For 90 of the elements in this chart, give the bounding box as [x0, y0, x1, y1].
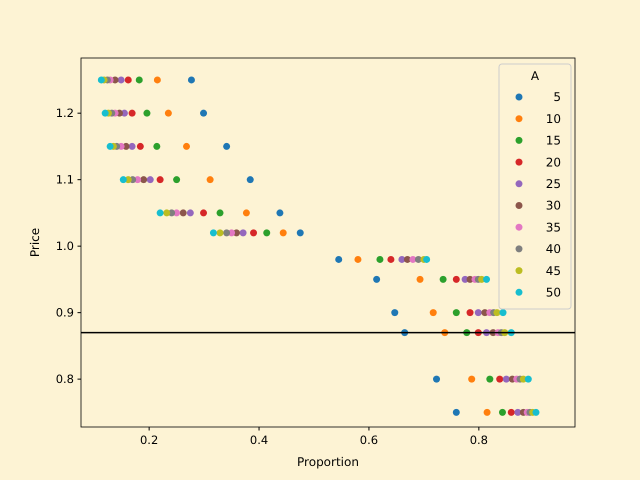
point [452, 309, 460, 316]
point [250, 229, 258, 236]
point [164, 110, 172, 117]
point [128, 142, 136, 150]
legend-label: 10 [546, 112, 561, 126]
x-tick-label: 0.8 [470, 433, 488, 447]
y-tick-label: 0.9 [56, 306, 74, 320]
point [296, 229, 304, 236]
point [154, 76, 161, 84]
point [263, 229, 270, 236]
point [216, 229, 224, 236]
point [484, 408, 491, 416]
x-tick-label: 0.6 [360, 433, 378, 447]
point [143, 110, 150, 117]
point [502, 376, 510, 383]
point [246, 176, 254, 184]
point [188, 76, 195, 84]
point [433, 376, 440, 383]
x-tick-label: 0.4 [250, 433, 268, 447]
point [452, 276, 460, 283]
legend-label: 40 [546, 242, 561, 256]
legend-label: 20 [546, 155, 561, 170]
point [200, 209, 208, 216]
point [146, 176, 154, 184]
point [387, 256, 394, 263]
point [118, 76, 125, 84]
point [156, 176, 164, 184]
point [200, 110, 208, 117]
y-tick-label: 1.1 [56, 172, 74, 187]
point [498, 408, 506, 416]
point [468, 376, 476, 383]
point [136, 142, 144, 150]
point [156, 209, 164, 216]
point [153, 142, 160, 150]
point [430, 309, 437, 316]
point [120, 176, 127, 184]
point [242, 209, 250, 216]
point [124, 76, 132, 84]
point [180, 209, 187, 216]
point [102, 110, 109, 117]
point [466, 309, 474, 316]
y-axis-title: Price [28, 228, 42, 258]
point [486, 376, 494, 383]
point [500, 309, 507, 316]
x-tick-label: 0.2 [140, 433, 158, 447]
legend-label: 35 [546, 220, 561, 234]
legend-label: 15 [546, 134, 561, 148]
x-axis-title: Proportion [297, 455, 359, 469]
point [373, 276, 380, 283]
point [493, 309, 500, 316]
point [335, 256, 342, 263]
point [206, 176, 214, 184]
point [128, 110, 136, 117]
legend-label: 45 [546, 264, 561, 278]
point [452, 408, 460, 416]
point [391, 309, 398, 316]
legend-title: A [530, 69, 540, 83]
point [210, 229, 217, 236]
point [223, 142, 230, 150]
y-tick-label: 0.8 [56, 372, 74, 386]
point [483, 276, 490, 283]
point [496, 376, 504, 383]
point [216, 209, 224, 216]
point [524, 376, 532, 383]
point [532, 408, 540, 416]
point [508, 408, 515, 416]
y-tick-label: 1.2 [56, 106, 74, 120]
point [440, 276, 447, 283]
point [376, 256, 384, 263]
point [240, 229, 247, 236]
point [98, 76, 105, 84]
point [474, 309, 482, 316]
text: 5 [553, 90, 561, 104]
point [280, 229, 287, 236]
point [106, 142, 114, 150]
legend-label: 50 [546, 286, 561, 300]
point [423, 256, 430, 263]
legend-label: 25 [546, 177, 561, 191]
legend-label: 30 [546, 198, 561, 213]
point [223, 229, 230, 236]
point [163, 209, 170, 216]
point [354, 256, 362, 263]
y-tick-label: 1.0 [56, 239, 74, 254]
point [416, 276, 424, 283]
point [276, 209, 284, 216]
point [183, 142, 190, 150]
point [173, 176, 180, 184]
point [136, 76, 143, 84]
point [140, 176, 148, 184]
point [186, 209, 194, 216]
